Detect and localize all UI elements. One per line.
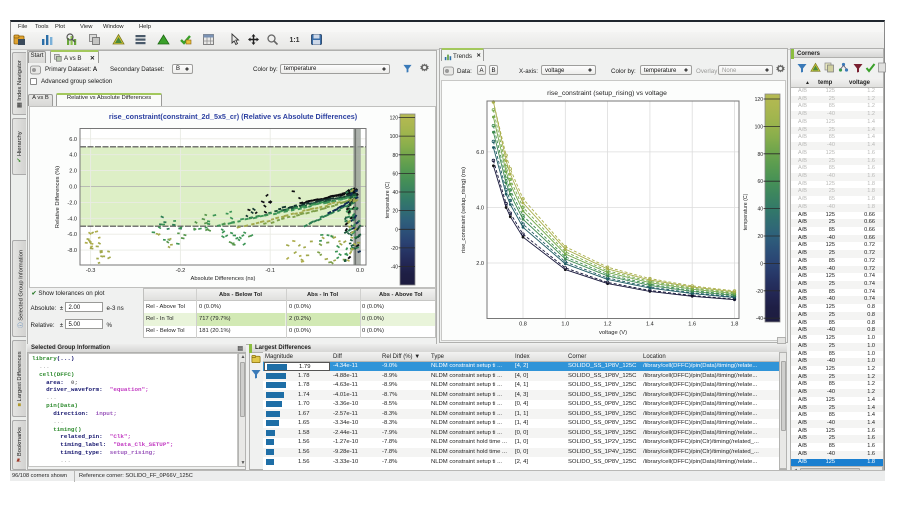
svg-text:rise_constraint (setup_rising): rise_constraint (setup_rising) vs voltag… [547, 90, 667, 97]
svg-text:4.0: 4.0 [69, 153, 77, 159]
svg-text:100: 100 [755, 124, 764, 130]
svg-text:1.8: 1.8 [731, 322, 739, 328]
svg-text:40: 40 [392, 190, 398, 196]
svg-text:120: 120 [755, 97, 764, 103]
svg-text:20: 20 [392, 209, 398, 215]
svg-text:40: 40 [757, 207, 763, 213]
svg-text:1.6: 1.6 [688, 322, 696, 328]
svg-text:6.0: 6.0 [476, 150, 484, 156]
svg-text:temperature (C): temperature (C) [743, 193, 749, 230]
svg-text:-0.3: -0.3 [86, 268, 96, 274]
svg-text:120: 120 [390, 116, 399, 122]
svg-text:0.0: 0.0 [69, 185, 77, 191]
svg-text:-8.0: -8.0 [67, 248, 77, 254]
svg-text:6.0: 6.0 [69, 137, 77, 143]
svg-text:-6.0: -6.0 [67, 232, 77, 238]
svg-text:-20: -20 [391, 246, 398, 252]
svg-text:-20: -20 [756, 289, 763, 295]
svg-text:-4.0: -4.0 [67, 216, 77, 222]
svg-text:-2.0: -2.0 [67, 200, 77, 206]
svg-text:temperature (C): temperature (C) [385, 181, 391, 218]
svg-text:60: 60 [392, 171, 398, 177]
svg-text:0: 0 [760, 261, 763, 267]
svg-text:20: 20 [757, 234, 763, 240]
svg-text:rise_constraint (setup_rising): rise_constraint (setup_rising) (ns) [461, 167, 467, 253]
svg-text:80: 80 [392, 153, 398, 159]
svg-text:voltage (V): voltage (V) [599, 330, 627, 336]
svg-text:-40: -40 [756, 316, 763, 322]
svg-text:rise_constraint(constraint_2d_: rise_constraint(constraint_2d_5x5_cr) (R… [109, 112, 358, 121]
svg-text:-40: -40 [391, 265, 398, 271]
svg-text:80: 80 [757, 152, 763, 158]
svg-text:Relative Differences (%): Relative Differences (%) [55, 166, 61, 228]
svg-text:1.4: 1.4 [646, 322, 654, 328]
svg-text:1.2: 1.2 [604, 322, 612, 328]
svg-text:60: 60 [757, 179, 763, 185]
svg-text:2.0: 2.0 [69, 169, 77, 175]
svg-text:-0.1: -0.1 [265, 268, 275, 274]
svg-text:0.0: 0.0 [356, 268, 364, 274]
svg-text:1.0: 1.0 [561, 322, 569, 328]
svg-text:1:1: 1:1 [289, 37, 299, 44]
svg-text:4.0: 4.0 [476, 206, 484, 212]
svg-text:100: 100 [390, 134, 399, 140]
svg-text:0.8: 0.8 [519, 322, 527, 328]
svg-text:-0.2: -0.2 [176, 268, 186, 274]
svg-text:0: 0 [395, 227, 398, 233]
svg-text:2.0: 2.0 [476, 261, 484, 267]
svg-text:Absolute Differences (ns): Absolute Differences (ns) [191, 276, 256, 282]
